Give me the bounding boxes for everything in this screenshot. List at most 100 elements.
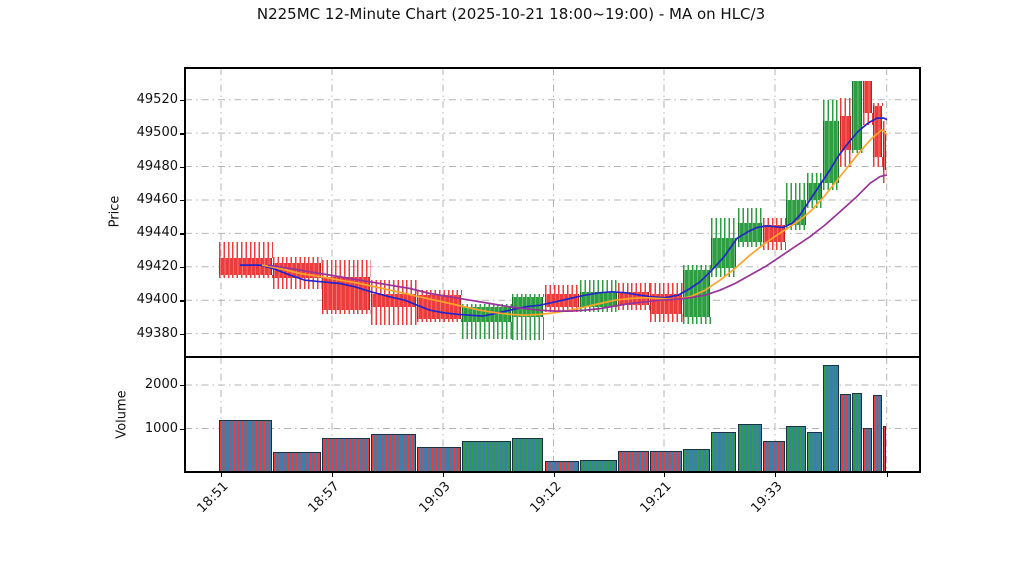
volume-bar [371,433,416,472]
volume-tick-label: 1000 [144,420,178,436]
candle-wick-top [512,293,544,297]
volume-bar [807,432,822,472]
tick-mark [180,233,185,235]
tick-mark [180,166,185,168]
volume-bar [863,427,872,472]
candle-wick-top [462,303,512,307]
tick-mark [443,472,445,477]
volume-bar [738,424,762,472]
candle-wick-top [823,99,840,122]
candle-wick-top [786,183,807,200]
candle-wick-bottom [738,241,763,247]
candle-wick-top [873,103,883,107]
volume-bar [322,438,370,472]
price-tick-label: 49380 [136,325,178,341]
tick-mark [553,472,555,477]
volume-bar [711,432,736,472]
tick-mark [180,333,185,335]
candle-wick-bottom [371,306,417,326]
candle-wick-top [618,283,650,292]
volume-bar [823,365,839,472]
volume-bar [580,460,617,472]
candle-wick-bottom [618,305,650,311]
candle-wick-top [711,218,737,239]
x-tick-label: 18:57 [305,479,343,517]
candle-wick-bottom [545,306,580,312]
price-panel [185,68,920,357]
volume-bar [650,451,682,472]
x-tick-label: 19:21 [637,479,675,517]
candle-group [371,293,416,307]
price-tick-label: 49460 [136,191,178,207]
tick-mark [180,199,185,202]
candle-wick-top [322,260,371,277]
volume-bar [417,446,461,472]
candle-wick-bottom [273,278,322,289]
tick-mark [180,385,185,387]
plot-border-top [184,67,921,69]
candle-wick-top [417,290,462,296]
candle-wick-top [273,256,322,264]
candle-wick-bottom [711,268,737,277]
tick-mark [180,266,185,269]
candle-wick-top [683,265,711,271]
candle-group [683,270,710,317]
x-tick-label: 18:51 [194,479,232,517]
volume-bar [512,438,543,472]
candle-wick-bottom [852,149,863,154]
candle-group [763,225,785,242]
volume-bar [545,461,579,472]
volume-panel [185,357,920,472]
price-tick-label: 49520 [136,91,178,107]
tick-mark [180,99,185,102]
price-tick-label: 49400 [136,292,178,308]
candle-wick-bottom [417,318,462,322]
candle-group [883,131,886,170]
x-tick-label: 19:12 [527,479,565,517]
candle-wick-bottom [462,321,512,339]
plot-area [184,67,921,473]
candle-wick-bottom [512,316,544,341]
candle-wick-bottom [322,310,371,314]
tick-mark [775,472,777,477]
tick-mark [886,472,889,477]
volume-bar [873,395,882,472]
candle-group [863,81,872,114]
candle-wick-bottom [840,149,852,167]
volume-bar [219,419,272,472]
volume-bar [273,452,321,472]
tick-mark [664,472,666,477]
candle-group [711,238,736,269]
ma-fast-line [240,117,888,317]
tick-mark [180,428,185,430]
candle-group [840,116,851,150]
candle-wick-top [545,285,580,294]
tick-mark [180,300,185,302]
ma-slow-line [267,174,888,312]
candle-wick-bottom [786,225,807,231]
tick-mark [221,472,223,477]
price-tick-label: 49440 [136,225,178,241]
candle-wick-top [738,208,763,224]
volume-bar [683,448,710,472]
candle-wick-top [883,121,887,132]
ma-mid-line [261,128,888,317]
candle-group [873,106,882,157]
candle-wick-top [580,280,618,292]
volume-tick-label: 2000 [144,377,178,392]
candle-wick-top [840,98,852,117]
candle-wick-bottom [650,313,683,322]
candle-group [580,291,617,307]
ma-lines [240,117,888,317]
x-tick-label: 19:33 [748,479,786,517]
candle-wick-bottom [763,241,786,251]
price-tick-label: 49480 [136,158,178,174]
candle-wick-bottom [683,316,711,324]
candle-wick-top [807,173,823,184]
plot-border-bottom [184,471,921,473]
price-tick-label: 49500 [136,125,178,141]
volume-bar [852,392,862,472]
tick-mark [332,472,334,477]
candle-wick-bottom [883,169,887,184]
candle-wick-top [763,218,786,226]
